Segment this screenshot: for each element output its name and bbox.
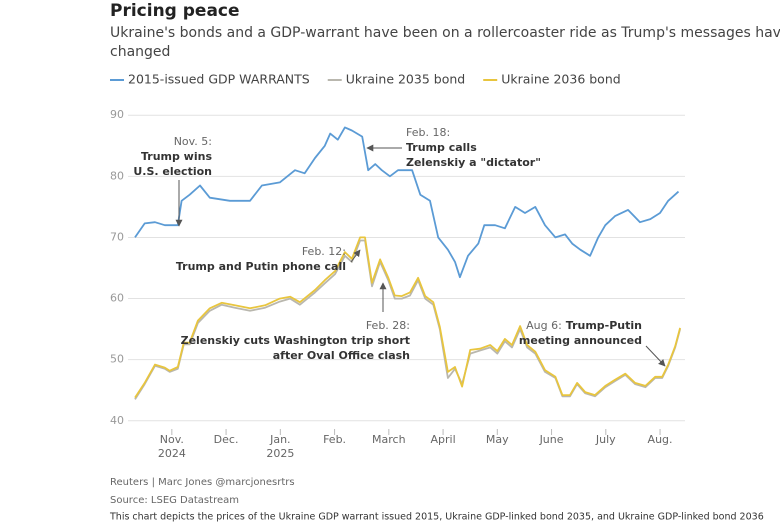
- annotation-date: Feb. 28:: [366, 319, 410, 332]
- chart-subtitle: changed: [110, 44, 170, 60]
- annotation-date: Feb. 12:: [302, 245, 346, 258]
- x-tick-label: May: [486, 433, 509, 446]
- annotation-text: Trump and Putin phone call: [176, 260, 346, 273]
- x-tick-label: March: [372, 433, 406, 446]
- annotation-text: U.S. election: [133, 165, 212, 178]
- credit: Reuters | Marc Jones @marcjonesrtrs: [110, 477, 295, 488]
- x-tick-label: June: [539, 433, 564, 446]
- y-tick-label: 80: [110, 169, 124, 182]
- annotation-text: Trump calls: [406, 141, 477, 154]
- x-tick-label: Nov.: [160, 433, 184, 446]
- annotation-date: Feb. 18:: [406, 126, 450, 139]
- x-tick-label: July: [595, 433, 616, 446]
- y-tick-label: 40: [110, 414, 124, 427]
- x-tick-label: Aug.: [648, 433, 673, 446]
- series-line: [134, 239, 681, 400]
- chart-title: Pricing peace: [110, 1, 240, 21]
- y-tick-label: 90: [110, 108, 124, 121]
- y-tick-label: 60: [110, 292, 124, 305]
- source: Source: LSEG Datastream: [110, 495, 239, 506]
- annotation-text: Trump-Putin: [566, 319, 642, 332]
- annotation-text: after Oval Office clash: [273, 349, 410, 362]
- annotation-date: Nov. 5:: [174, 135, 212, 148]
- x-tick-label: Feb.: [323, 433, 346, 446]
- x-tick-label: April: [430, 433, 455, 446]
- annotation-text: Trump wins: [141, 150, 212, 163]
- x-tick-label: Jan.: [269, 433, 290, 446]
- x-tick-year: 2025: [266, 447, 294, 460]
- annotation-arrow: [645, 345, 666, 367]
- annotation-arrow: [350, 249, 361, 263]
- y-tick-label: 70: [110, 230, 124, 243]
- note: This chart depicts the prices of the Ukr…: [109, 512, 764, 523]
- series-line: [134, 126, 680, 279]
- annotation-text: Zelenskiy cuts Washington trip short: [181, 334, 410, 347]
- legend-label: Ukraine 2036 bond: [501, 72, 620, 87]
- annotation-text: Zelenskiy a "dictator": [406, 156, 541, 169]
- x-tick-label: Dec.: [214, 433, 239, 446]
- annotation-text: meeting announced: [519, 334, 642, 347]
- x-tick-year: 2024: [158, 447, 186, 460]
- legend-label: Ukraine 2035 bond: [346, 72, 465, 87]
- chart-subtitle: Ukraine's bonds and a GDP-warrant have b…: [110, 25, 780, 41]
- series-line: [134, 236, 681, 399]
- annotation-date: Aug 6:: [526, 319, 562, 332]
- y-tick-label: 50: [110, 353, 124, 366]
- legend-label: 2015-issued GDP WARRANTS: [128, 72, 310, 87]
